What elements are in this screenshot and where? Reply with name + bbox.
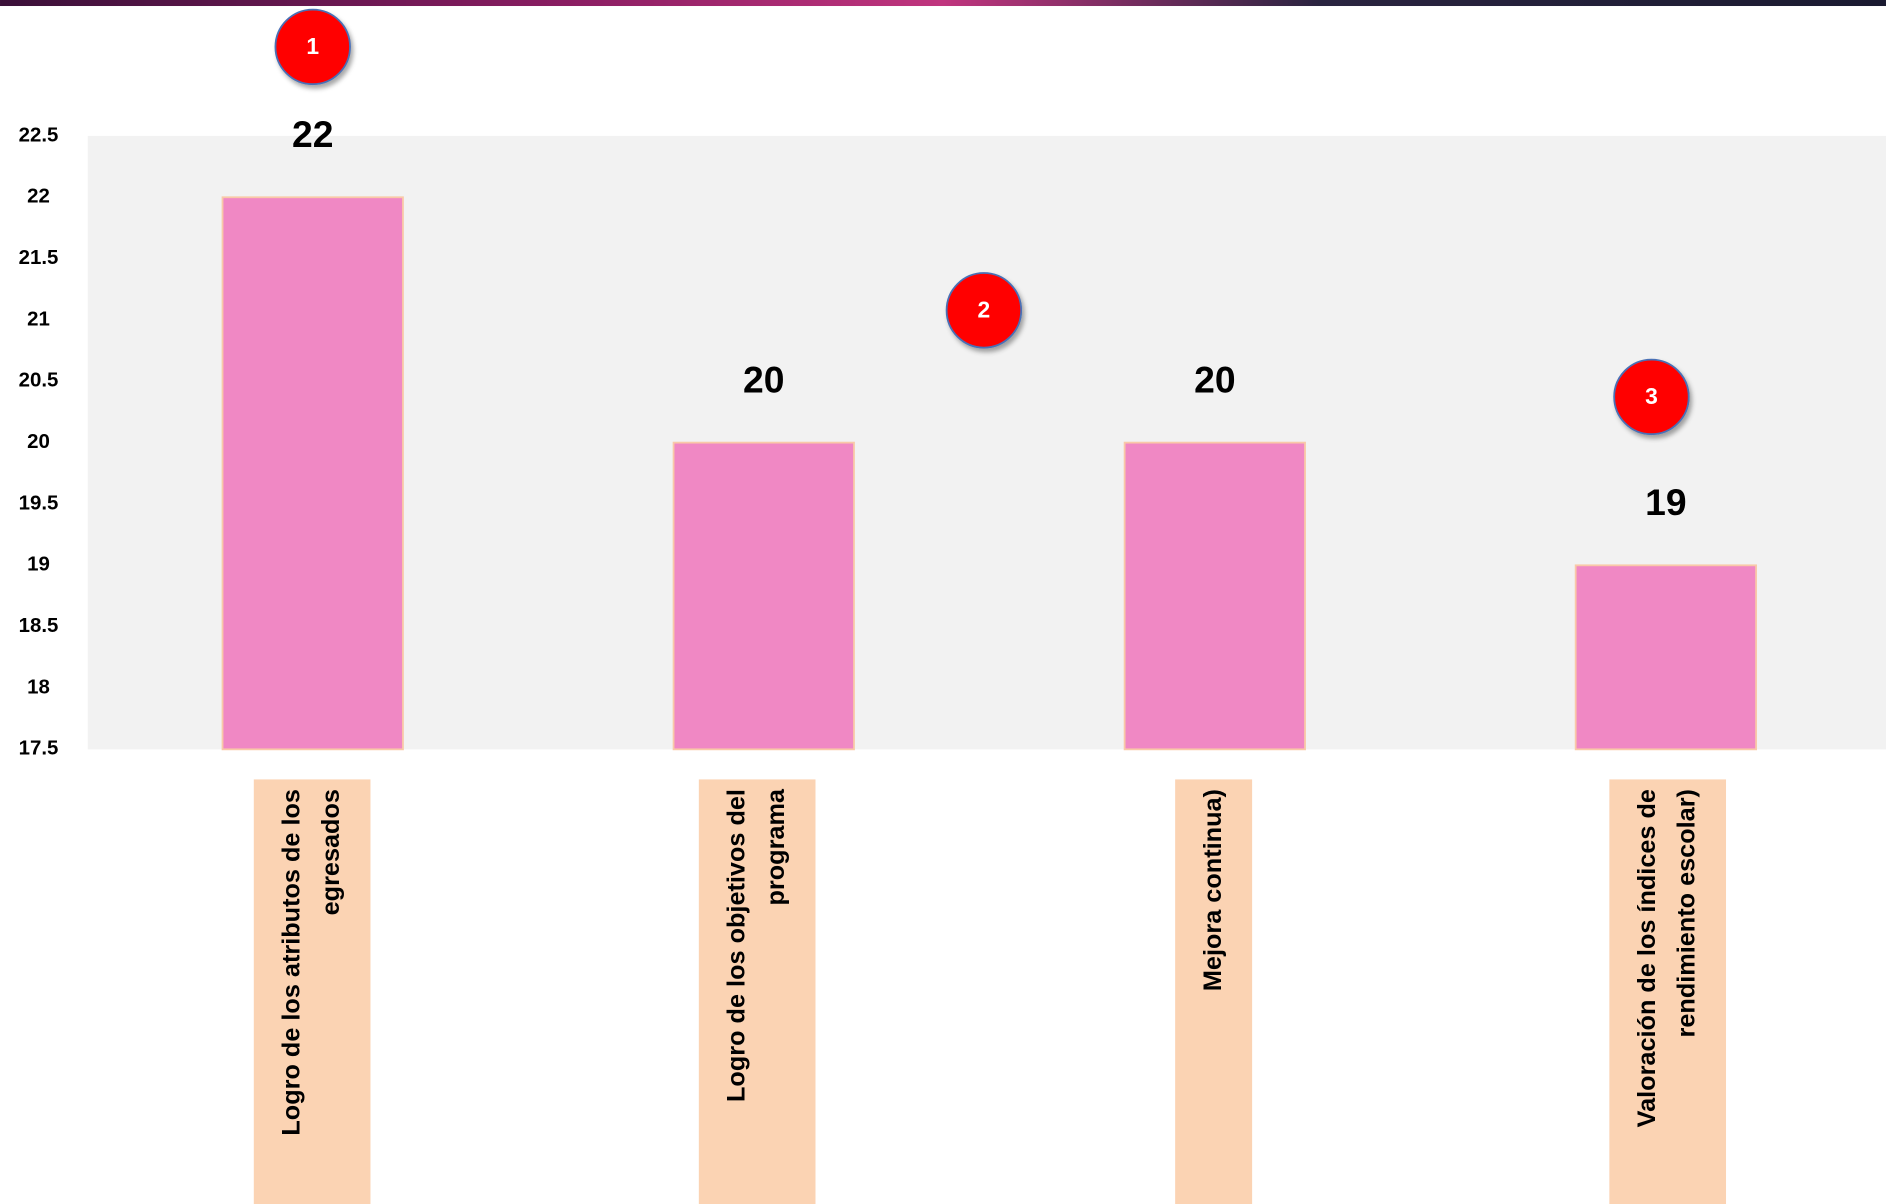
bar (672, 441, 855, 751)
label-wrap: Valoración de los índices de rendimiento… (1609, 779, 1726, 1204)
data-label: 22 (292, 113, 333, 155)
category-label-box: Mejora continua) (1175, 779, 1252, 1204)
y-tick-label: 19.5 (19, 491, 59, 514)
category-box (698, 779, 816, 1204)
category-box (253, 779, 371, 1204)
x-tick-label: Logro de los atributos de los egresados (277, 789, 345, 1136)
category-label-box: Logro de los atributos de los egresados (254, 779, 371, 1204)
x-tick-label: Logro de los objetivos del programa (722, 789, 790, 1103)
bar (1123, 441, 1306, 751)
bar (1574, 564, 1757, 751)
marker-label: 2 (978, 297, 991, 323)
y-tick-label: 22 (27, 185, 50, 208)
y-tick-label: 17.5 (19, 737, 59, 760)
marker-badge (1613, 358, 1690, 436)
top-bar (0, 0, 1886, 7)
category-label-box: Valoración de los índices de rendimiento… (1609, 779, 1726, 1204)
y-tick-label: 19 (27, 553, 50, 576)
y-tick-label: 21.5 (19, 246, 59, 269)
y-tick-label: 20.5 (19, 369, 59, 392)
category-box (1609, 779, 1727, 1204)
marker-badge (945, 272, 1023, 349)
label-wrap: Mejora continua) (1175, 779, 1252, 1204)
x-tick-label: Mejora continua) (1198, 789, 1227, 992)
y-tick-label: 21 (27, 307, 50, 330)
marker-badge (274, 8, 351, 86)
marker-label: 3 (1645, 383, 1658, 409)
y-tick-label: 22.5 (19, 123, 59, 146)
y-tick-label: 18.5 (19, 614, 59, 637)
data-label: 20 (743, 358, 784, 400)
data-label: 20 (1194, 358, 1235, 400)
bar (221, 196, 404, 751)
y-tick-label: 18 (27, 675, 50, 698)
label-wrap: Logro de los objetivos del programa (699, 779, 816, 1204)
label-wrap: Logro de los atributos de los egresados (254, 779, 371, 1204)
x-tick-label: Valoración de los índices de rendimiento… (1633, 789, 1701, 1128)
category-box (1175, 779, 1253, 1204)
y-tick-label: 20 (27, 430, 50, 453)
marker-label: 1 (306, 33, 319, 59)
data-label: 19 (1645, 481, 1686, 523)
category-label-box: Logro de los objetivos del programa (699, 779, 816, 1204)
